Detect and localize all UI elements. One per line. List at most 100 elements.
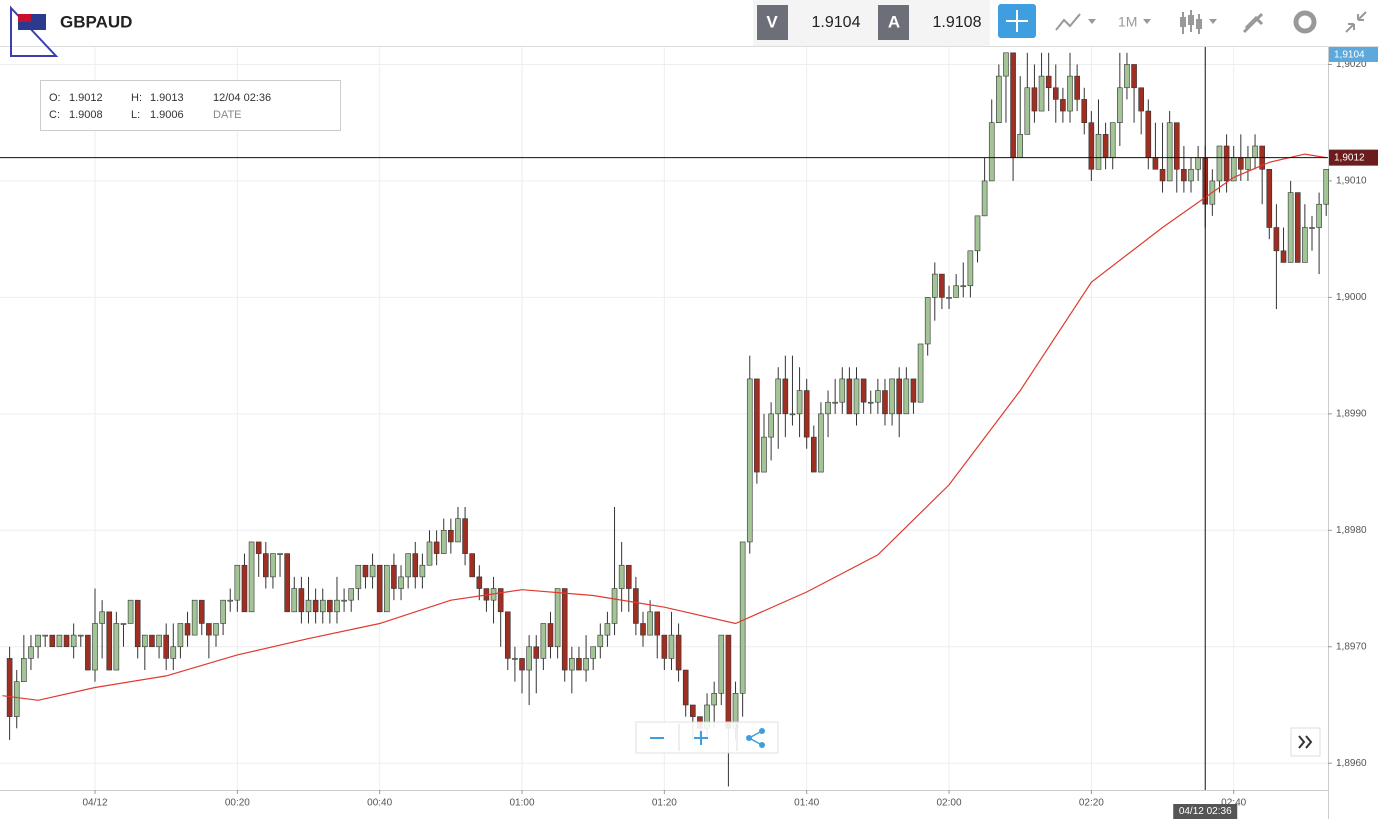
- candle-body: [618, 564, 625, 589]
- candle-body: [946, 297, 952, 299]
- candle-body: [988, 122, 995, 182]
- corner-icon: [10, 5, 59, 57]
- candle-body: [476, 576, 483, 589]
- y-tick-label: 1,9020: [1336, 59, 1367, 70]
- candle-body: [583, 658, 589, 671]
- info-label: DATE: [213, 109, 242, 121]
- buy-price: 1.9108: [933, 14, 982, 31]
- crosshair-icon: [1006, 10, 1028, 32]
- candle-body: [1131, 64, 1137, 89]
- x-tick-label: 02:00: [937, 798, 962, 809]
- info-label: O:: [49, 92, 61, 104]
- candle-body: [882, 390, 888, 415]
- chart-type-icon[interactable]: [1055, 13, 1081, 31]
- y-axis-bg: [1328, 47, 1379, 819]
- share-button[interactable]: [746, 728, 765, 748]
- candle-body: [234, 564, 241, 601]
- scroll-end-button[interactable]: [1290, 727, 1321, 757]
- candle-body: [284, 553, 290, 613]
- collapse-icon[interactable]: [1345, 11, 1367, 33]
- candle-body: [1109, 122, 1116, 158]
- candle-body: [896, 378, 903, 415]
- candle-body: [1323, 168, 1330, 205]
- info-value: 1.9013: [150, 92, 184, 104]
- candle-body: [362, 564, 369, 578]
- crosshair-label: 04/12 02:36: [1179, 806, 1232, 817]
- settings-icon[interactable]: [1293, 10, 1317, 34]
- candle-body: [554, 588, 561, 648]
- candle-body: [419, 564, 426, 578]
- candle-body: [1245, 157, 1251, 170]
- candle-body: [334, 599, 340, 613]
- candle-body: [106, 611, 113, 671]
- candle-body: [49, 634, 56, 648]
- sell-price: 1.9104: [812, 14, 861, 31]
- candle-body: [455, 518, 461, 543]
- symbol[interactable]: GBPAUD: [60, 12, 132, 31]
- x-tick-label: 04/12: [82, 798, 107, 809]
- crosshair-label-bg: [1173, 804, 1238, 819]
- candle-body: [6, 658, 13, 717]
- candle-body: [383, 564, 390, 613]
- share-icon: [747, 730, 763, 746]
- candle-body: [775, 378, 782, 415]
- candle-body: [1195, 157, 1201, 170]
- candle-body: [1152, 157, 1159, 170]
- candle-body: [1173, 122, 1180, 170]
- candle-body: [1095, 134, 1102, 170]
- candle-body: [156, 634, 162, 648]
- candle-body: [1216, 145, 1223, 182]
- candle-body: [177, 623, 184, 648]
- candle-body: [127, 599, 134, 624]
- candle-body: [875, 390, 881, 403]
- candle-body: [1024, 87, 1031, 135]
- candle-body: [21, 658, 27, 682]
- candle-body: [725, 634, 732, 729]
- candle-body: [739, 541, 746, 694]
- candle-body: [569, 658, 575, 671]
- candle-body: [1067, 75, 1073, 112]
- candle-body: [960, 285, 967, 288]
- candle-body: [70, 634, 77, 648]
- candle-body: [803, 390, 810, 438]
- candle-body: [1038, 75, 1045, 112]
- candle-body: [270, 553, 276, 578]
- candle-body: [1266, 168, 1273, 228]
- candle-body: [832, 401, 838, 404]
- candle-body: [1010, 52, 1016, 158]
- candle-icon: [1180, 17, 1186, 27]
- candle-body: [917, 343, 924, 403]
- candle-body: [661, 634, 668, 659]
- x-tick-label: 00:20: [225, 798, 250, 809]
- sell-button[interactable]: [757, 5, 788, 40]
- draw-icon[interactable]: [1242, 12, 1264, 34]
- candle-body: [825, 401, 831, 415]
- info-value: 12/04 02:36: [213, 92, 271, 104]
- candle-body: [675, 634, 682, 671]
- zoom-in[interactable]: [694, 731, 708, 745]
- candle-body: [312, 599, 319, 613]
- candle-body: [519, 658, 525, 671]
- candle-body: [28, 646, 34, 659]
- dropdown: [1209, 19, 1217, 24]
- candle-body: [633, 588, 639, 624]
- candle-body: [412, 553, 419, 578]
- flag-icon: [18, 14, 31, 22]
- candle-body: [398, 576, 404, 589]
- candle-body: [1031, 87, 1038, 112]
- candle-body: [277, 553, 283, 555]
- candle-body: [846, 378, 853, 415]
- dropdown: [1088, 19, 1096, 24]
- timeframe[interactable]: 1M: [1118, 14, 1137, 30]
- x-tick-label: 01:20: [652, 798, 677, 809]
- candle-body: [1159, 168, 1166, 182]
- candle-body: [99, 611, 105, 624]
- candle-body: [512, 658, 518, 660]
- candle-body: [796, 390, 803, 415]
- x-axis-bg: [0, 790, 1328, 819]
- info-label: L:: [131, 109, 140, 121]
- candle-body: [860, 378, 867, 403]
- candle-body: [405, 553, 411, 578]
- buy-button[interactable]: [878, 5, 909, 40]
